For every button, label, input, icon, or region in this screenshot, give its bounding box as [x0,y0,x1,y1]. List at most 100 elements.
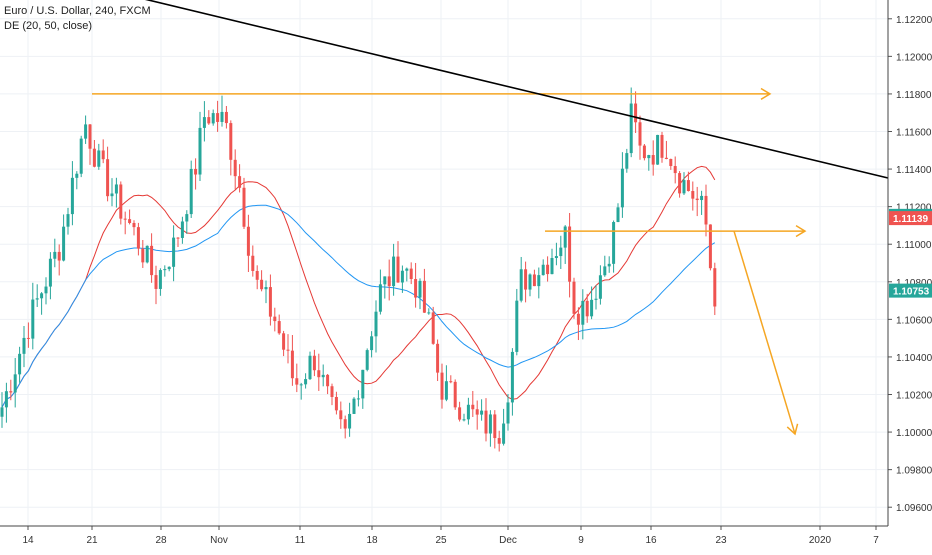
candle-body [642,145,646,159]
candle-body [392,256,396,287]
candle-body [31,299,35,339]
candle-body [484,410,488,434]
candle-body [180,221,184,238]
candle-body [290,350,294,379]
candle-body [678,173,682,194]
candle-body [216,113,220,122]
candle-body [264,287,268,290]
candle-body [48,258,52,287]
x-tick-label: 23 [715,535,727,546]
candle-body [79,138,83,174]
y-tick-label: 1.09800 [896,466,932,477]
candle-body [62,226,66,261]
candle-body [220,111,224,122]
candle-body [273,316,277,322]
candle-body [664,157,668,159]
candle-body [598,275,602,299]
candle-body [326,374,330,387]
candle-body [202,117,206,128]
candle-body [541,264,545,276]
candle-body [66,214,70,227]
candle-body [563,226,567,248]
candle-body [233,159,237,177]
candle-body [92,148,96,167]
candle-body [361,369,365,399]
candle-body [537,275,541,287]
candle-body [246,226,250,256]
candle-body [198,127,202,175]
candle-body [502,423,506,444]
candles [0,87,717,452]
candle-body [330,386,334,397]
candle-body [251,255,255,271]
y-tick-label: 1.10000 [896,428,932,439]
candle-body [35,298,39,300]
y-tick-label: 1.11000 [896,240,932,251]
candle-body [713,268,717,307]
projection-line [733,230,796,435]
candle-body [409,268,413,280]
candle-body [260,279,264,290]
grid [0,0,888,526]
candle-body [189,168,193,215]
candle-body [629,103,633,154]
candle-body [163,269,167,271]
candle-body [211,113,215,124]
candle-body [106,159,110,197]
candle-body [695,198,699,201]
candle-body [497,438,501,444]
candle-body [493,414,497,439]
candle-body [356,398,360,400]
candle-body [440,372,444,400]
candle-body [304,379,308,385]
candle-body [312,355,316,371]
candle-body [238,176,242,188]
candle-body [114,184,118,194]
candle-body [634,103,638,123]
candle-body [378,284,382,312]
candle-body [150,245,154,276]
candle-body [625,153,629,169]
symbol-title: Euro / U.S. Dollar, 240, FXCM [4,5,151,17]
x-tick-label: 18 [366,535,378,546]
candle-body [436,343,440,373]
candle-body [282,333,286,350]
candle-body [18,353,22,375]
candle-body [185,214,189,222]
candle-body [321,374,325,378]
candle-body [145,245,149,263]
drawings [92,0,889,436]
candle-body [431,312,435,344]
candle-body [506,402,510,424]
candle-body [136,227,140,249]
candle-body [255,270,259,280]
candle-body [277,321,281,334]
candle-body [22,337,26,354]
y-tick-label: 1.12000 [896,52,932,63]
candle-body [286,349,290,351]
candle-body [647,155,651,159]
candle-body [660,134,664,158]
candle-body [26,337,30,339]
candle-body [453,381,457,408]
price-label-box [889,283,932,298]
candle-body [0,407,4,417]
candle-body [374,311,378,337]
projection-arrowhead [786,423,799,436]
candle-body [268,287,272,317]
candle-body [242,187,246,227]
y-tick-label: 1.09600 [896,503,932,514]
candle-body [370,336,374,351]
candle-body [594,298,598,300]
candle-body [383,276,387,285]
candle-body [656,134,660,165]
candle-body [673,166,677,174]
x-tick-label: Dec [499,535,517,546]
price-label: 1.11139 [893,214,928,225]
candle-body [669,158,673,167]
ma-fast-line [1,165,716,408]
candle-body [352,398,356,414]
y-tick-label: 1.11600 [896,128,932,139]
candle-body [576,313,580,325]
